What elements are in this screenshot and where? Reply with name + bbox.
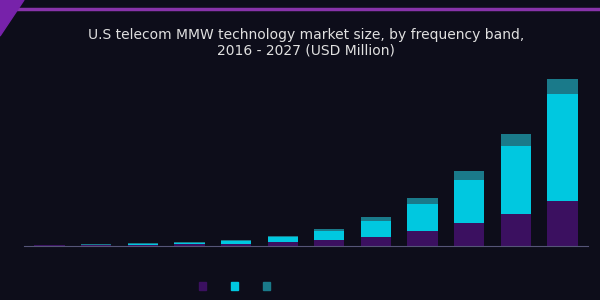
Bar <box>314 229 344 231</box>
Bar <box>407 204 437 231</box>
Bar <box>407 198 437 204</box>
Bar <box>500 146 531 214</box>
Bar <box>268 242 298 246</box>
Bar <box>128 243 158 244</box>
Bar <box>454 223 484 246</box>
Bar <box>81 245 112 246</box>
Bar <box>221 240 251 241</box>
Bar <box>547 200 578 246</box>
Bar <box>361 221 391 236</box>
Bar <box>454 180 484 223</box>
Bar <box>500 214 531 246</box>
Bar <box>547 94 578 200</box>
Bar <box>268 236 298 238</box>
Title: U.S telecom MMW technology market size, by frequency band,
2016 - 2027 (USD Mill: U.S telecom MMW technology market size, … <box>88 28 524 58</box>
Bar <box>500 134 531 146</box>
Bar <box>128 245 158 246</box>
Bar <box>221 244 251 246</box>
Bar <box>268 238 298 242</box>
Bar <box>361 236 391 246</box>
Legend: , , : , , <box>199 281 278 292</box>
Bar <box>454 171 484 180</box>
Bar <box>175 244 205 246</box>
Bar <box>314 231 344 240</box>
Bar <box>175 243 205 244</box>
Bar <box>361 217 391 221</box>
Bar <box>34 245 65 246</box>
Bar <box>547 79 578 94</box>
Bar <box>175 242 205 243</box>
Bar <box>221 241 251 244</box>
Bar <box>314 240 344 246</box>
Bar <box>407 231 437 246</box>
Bar <box>128 244 158 245</box>
